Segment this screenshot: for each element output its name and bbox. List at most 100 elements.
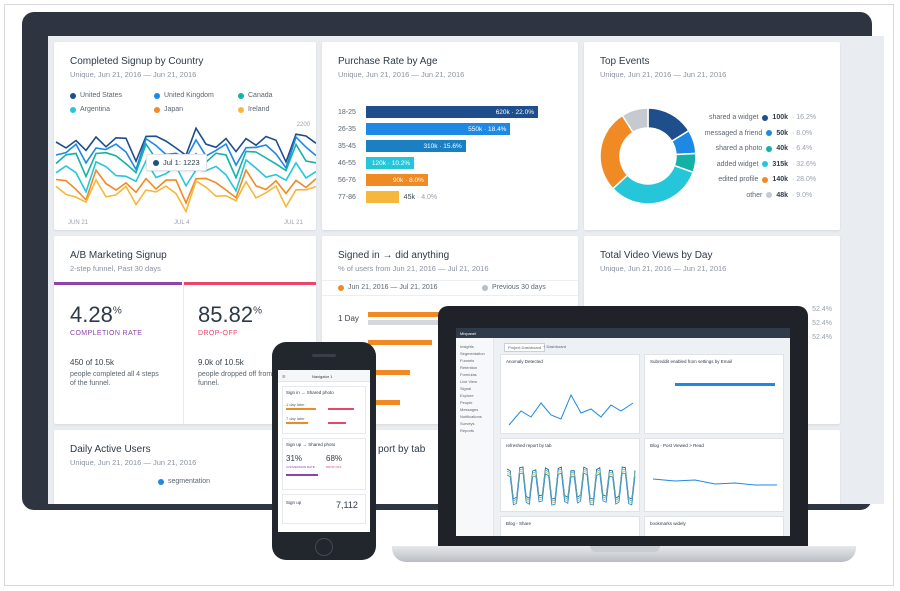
age-bar: 120k · 10.2% [366,157,415,169]
laptop-nav-item[interactable]: Retention [460,365,478,370]
age-bar-row[interactable]: 56-76 90k · 8.0% [338,174,428,186]
card-subtitle: Unique, Jun 21, 2016 — Jun 21, 2016 [70,70,197,79]
laptop-nav-item[interactable]: Live View [460,379,478,384]
card-title: Completed Signup by Country [70,56,204,67]
laptop-nav-item[interactable]: Surveys [460,421,475,426]
phone-home-button[interactable] [315,538,333,556]
laptop-card-refreshed[interactable]: refreshed report by tab [500,438,640,512]
age-bar-row[interactable]: 35-45 310k · 15.6% [338,140,466,152]
row-label: 1 Day [338,314,359,323]
tab-add-dashboard[interactable]: + Dashboard [543,344,567,349]
age-bar-row[interactable]: 46-55 120k · 10.2% [338,157,415,169]
percent-label: 52.4% [812,320,832,327]
phone-conversion-value: 31% [286,454,303,463]
age-label: 77-86 [338,193,356,201]
card-title: Daily Active Users [70,444,151,455]
card-title: Top Events [600,56,650,67]
event-percent: · 28.0% [792,176,817,183]
laptop-nav-item[interactable]: Funnels [460,358,475,363]
laptop-card-subreddit[interactable]: Subreddit enabled from settings by Email [644,354,784,434]
signup-by-country-card[interactable]: Completed Signup by Country Unique, Jun … [54,42,316,230]
event-dot-icon [762,176,769,183]
dropoff-underline [184,282,316,285]
laptop-nav-item[interactable]: Notifications [460,414,482,419]
event-percent: · 9.0% [792,191,813,199]
age-label: 18-25 [338,108,356,116]
laptop-nav-item[interactable]: Signal [460,386,472,391]
event-legend-item[interactable]: added widget 315k · 32.6% [656,161,826,168]
events-donut-chart [599,107,697,205]
phone-bar [328,408,354,410]
event-value: 50k [776,129,788,137]
laptop-nav-item[interactable]: Formulas [460,372,477,377]
laptop-nav-item[interactable]: Messages [460,407,479,412]
phone-card-signup-count[interactable] [282,494,366,524]
event-legend-item[interactable]: shared a widget 100k · 16.2% [656,114,826,121]
legend-dot-icon [238,92,244,99]
phone-card-title: Sign up [286,500,302,505]
percent-label: 52.4% [812,306,832,313]
card-title: Signed in → did anything [338,250,450,261]
laptop-nav-item[interactable]: Reports [460,428,475,433]
legend-item[interactable]: United States [70,92,122,99]
tab-project-dashboard[interactable]: Project Dashboard [504,343,546,352]
phone-header [278,370,370,382]
event-name: other [746,191,763,199]
age-bar-row[interactable]: 77-86 45k · 4.0% [338,191,437,203]
phone-card-title: Sign up → Shared photo [286,442,336,447]
legend-item[interactable]: Ireland [238,106,269,113]
card-title: port by tab [378,444,426,455]
orange-dot-icon [338,284,344,291]
donut-slice[interactable] [621,107,649,134]
mini-line-chart [508,393,634,426]
laptop-card-bookmarks[interactable]: bookmarks widely [644,516,784,536]
card-title: Total Video Views by Day [600,250,713,261]
age-bar-row[interactable]: 18-25 620k · 22.0% [338,106,538,118]
event-value: 48k [776,191,788,199]
series-line [55,178,316,214]
legend-item[interactable]: Argentina [70,106,110,113]
card-title: A/B Marketing Signup [70,250,167,261]
event-dot-icon [766,130,773,136]
series-line [55,168,316,205]
laptop-card-blog-read[interactable]: Blog - Post Viewed > Read [644,438,784,512]
event-dot-icon [762,161,769,167]
phone-card-signin[interactable] [282,386,366,434]
legend-item[interactable]: Japan [154,106,183,113]
laptop-card-anomaly[interactable]: Anomaly Detected [500,354,640,434]
age-label: 56-76 [338,176,356,184]
event-name: edited profile [718,176,759,183]
event-dot-icon [762,114,769,121]
legend-item[interactable]: United Kingdom [154,92,214,99]
card-subtitle: % of users from Jun 21, 2016 — Jul 21, 2… [338,264,489,273]
age-bar-row[interactable]: 26-35 550k · 18.4% [338,123,511,135]
dropped-description: people dropped off from the funnel. [198,371,284,387]
laptop-nav-item[interactable]: Explore [460,393,474,398]
phone-bar [286,474,318,476]
event-legend-item[interactable]: other 48k · 9.0% [656,192,826,199]
y-axis-max-label: 2200 [296,122,310,128]
current-period-bar [368,400,400,405]
laptop-base [392,546,856,562]
completion-rate-value: 4.28% [70,302,122,327]
laptop-nav-item[interactable]: Insights [460,344,474,349]
event-legend-item[interactable]: messaged a friend 50k · 8.0% [656,130,826,137]
menu-icon[interactable]: ☰ [282,374,286,379]
event-dot-icon [766,192,773,198]
current-period-bar [368,340,432,345]
mini-multi-line-chart [506,466,636,506]
purchase-rate-by-age-card[interactable]: Purchase Rate by Age Unique, Jun 21, 201… [322,42,578,230]
legend-item[interactable]: Canada [238,92,273,99]
event-legend-item[interactable]: edited profile 140k · 28.0% [656,176,826,183]
laptop-nav-item[interactable]: Segmentation [460,351,485,356]
laptop-nav-item[interactable]: People [460,400,473,405]
mini-card-title: Blog - Share [506,521,532,526]
age-label: 35-45 [338,142,356,150]
phone-card-signup[interactable] [282,438,366,490]
phone-header-title: Navigator 1 [312,374,333,379]
laptop-card-blog-share[interactable]: Blog - Share [500,516,640,536]
laptop-brand: Mixpanel [460,331,477,336]
top-events-card[interactable]: Top Events Unique, Jun 21, 2016 — Jun 21… [584,42,840,230]
phone-dropoff-label: DROP-OFF [326,465,342,469]
event-legend-item[interactable]: shared a photo 40k · 6.4% [656,145,826,152]
